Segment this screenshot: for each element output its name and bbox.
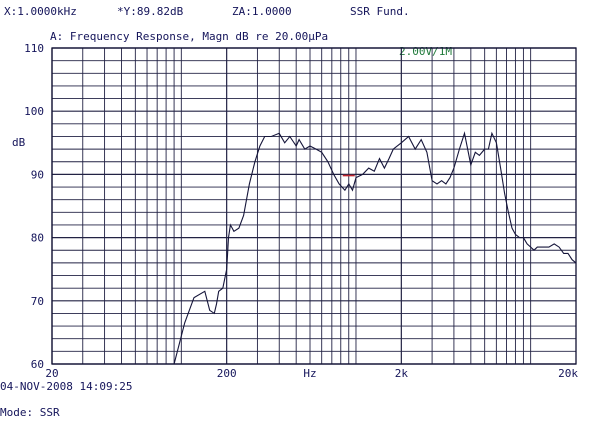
analyzer-mode: Mode: SSR — [0, 406, 60, 419]
x-tick-label: 2k — [395, 367, 409, 380]
y-tick-label: 100 — [24, 105, 44, 118]
chart-title: A: Frequency Response, Magn dB re 20.00µ… — [50, 30, 329, 43]
x-cursor-readout: X:1.0000kHz — [4, 5, 77, 18]
y-tick-label: 80 — [31, 232, 44, 245]
x-tick-label: 200 — [217, 367, 237, 380]
plot-frame — [51, 47, 577, 365]
y-tick-label: 110 — [24, 42, 44, 55]
grid-lines — [51, 47, 577, 365]
x-tick-label: 20k — [558, 367, 578, 380]
tick-labels: 60 70 80 90 100 110 20 200 Hz 2k 20k — [24, 42, 578, 380]
series-line — [173, 131, 577, 365]
za-readout: ZA:1.0000 — [232, 5, 292, 18]
y-tick-label: 90 — [31, 168, 44, 181]
timestamp: 04-NOV-2008 14:09:25 — [0, 380, 133, 393]
x-tick-label: 20 — [45, 367, 58, 380]
y-tick-label: 60 — [31, 358, 44, 371]
measurement-mode-title: SSR Fund. — [350, 5, 410, 18]
y-tick-label: 70 — [31, 295, 44, 308]
y-cursor-readout: *Y:89.82dB — [117, 5, 184, 18]
x-tick-label: Hz — [303, 367, 316, 380]
y-axis-label: dB — [12, 136, 26, 149]
